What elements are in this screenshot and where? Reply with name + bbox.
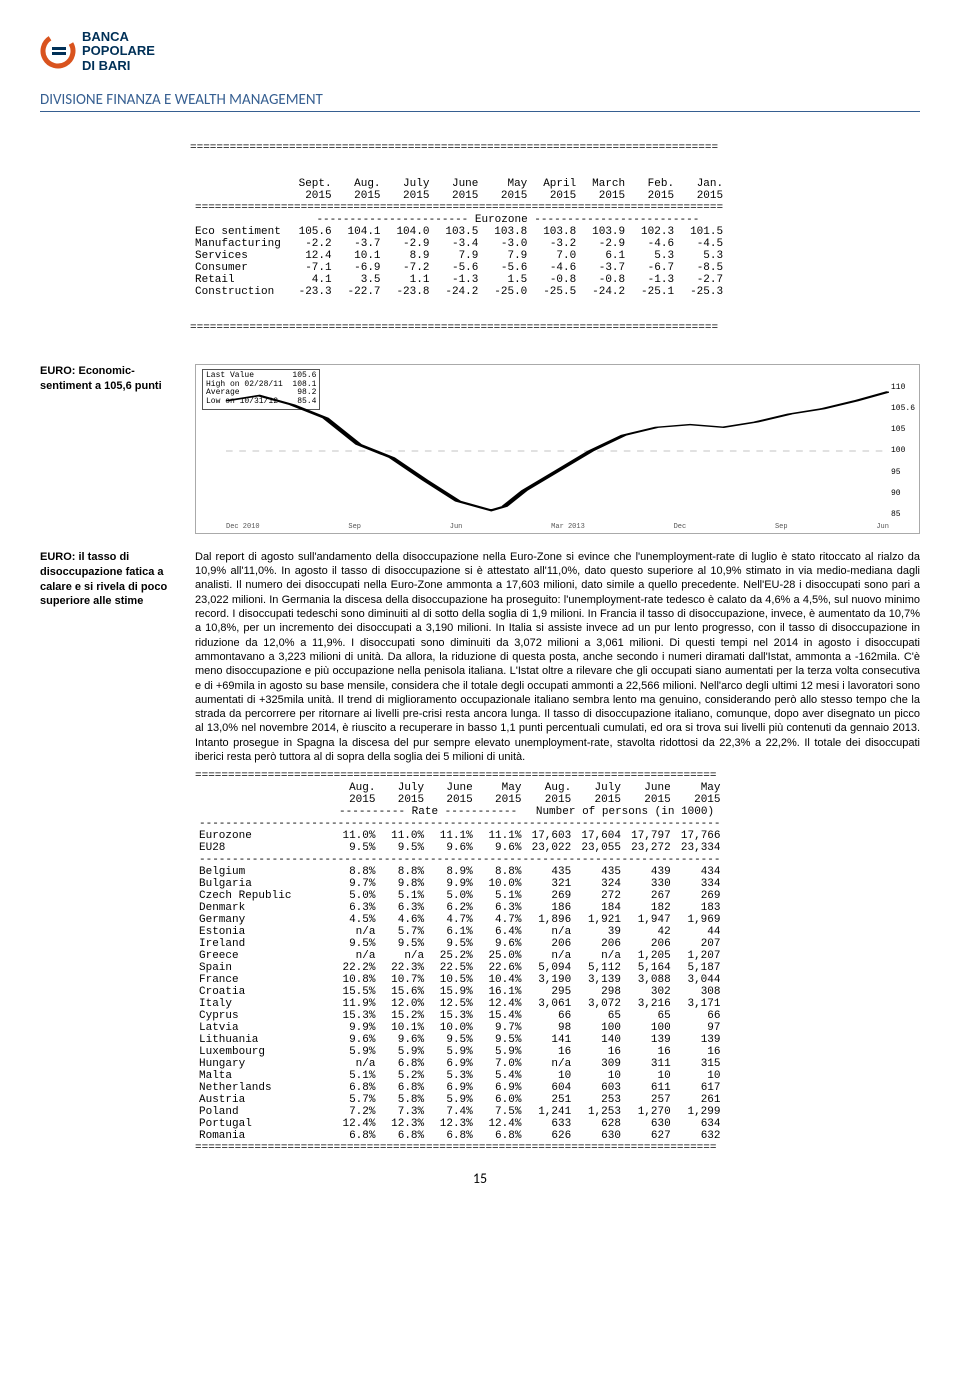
table-row: Construction-23.3-22.7-23.8-24.2-25.0-25…: [190, 286, 728, 298]
table-row: Estonian/a5.7%6.1%6.4%n/a394244: [195, 926, 725, 938]
table-row: Poland7.2%7.3%7.4%7.5%1,2411,2531,2701,2…: [195, 1106, 725, 1118]
table-row: Ireland9.5%9.5%9.5%9.6%206206206207: [195, 938, 725, 950]
table-row: Retail4.13.51.1-1.31.5-0.8-0.8-1.3-2.7: [190, 274, 728, 286]
logo-text-3: DI BARI: [82, 59, 155, 73]
table-row: Services12.410.18.97.97.97.06.15.35.3: [190, 250, 728, 262]
body-text: Dal report di agosto sull'andamento dell…: [195, 550, 920, 764]
table-row: Netherlands6.8%6.8%6.9%6.9%604603611617: [195, 1082, 725, 1094]
table-row: Croatia15.5%15.6%15.9%16.1%295298302308: [195, 986, 725, 998]
unemployment-table: ========================================…: [195, 770, 920, 1154]
table-row: Consumer-7.1-6.9-7.2-5.6-5.6-4.6-3.7-6.7…: [190, 262, 728, 274]
eurozone-sentiment-table: ========================================…: [190, 118, 920, 358]
table-row: Denmark6.3%6.3%6.2%6.3%186184182183: [195, 902, 725, 914]
table-row: Italy11.9%12.0%12.5%12.4%3,0613,0723,216…: [195, 998, 725, 1010]
table-row: Eco sentiment105.6104.1104.0103.5103.810…: [190, 226, 728, 238]
logo-text-1: BANCA: [82, 30, 155, 44]
sentiment-chart: Last Value 105.6High on 02/28/11 108.1Av…: [195, 364, 920, 534]
table-row: Lithuania9.6%9.6%9.5%9.5%141140139139: [195, 1034, 725, 1046]
sidebar-label-sentiment: EURO: Economic-sentiment a 105,6 punti: [40, 364, 185, 534]
logo-icon: [40, 33, 76, 69]
table-row: Portugal12.4%12.3%12.3%12.4%633628630634: [195, 1118, 725, 1130]
table-row: Romania6.8%6.8%6.8%6.8%626630627632: [195, 1130, 725, 1142]
table-row: EU289.5%9.5%9.6%9.6%23,02223,05523,27223…: [195, 842, 725, 854]
table-row: Latvia9.9%10.1%10.0%9.7%9810010097: [195, 1022, 725, 1034]
logo: BANCA POPOLARE DI BARI: [40, 30, 920, 73]
table-row: Manufacturing-2.2-3.7-2.9-3.4-3.0-3.2-2.…: [190, 238, 728, 250]
table-row: Bulgaria9.7%9.8%9.9%10.0%321324330334: [195, 878, 725, 890]
table-row: Belgium8.8%8.8%8.9%8.8%435435439434: [195, 866, 725, 878]
sidebar-label-unemployment: EURO: il tasso di disoccupazione fatica …: [40, 550, 185, 764]
table-row: Greecen/an/a25.2%25.0%n/an/a1,2051,207: [195, 950, 725, 962]
table-row: Czech Republic5.0%5.1%5.0%5.1%2692722672…: [195, 890, 725, 902]
division-title: DIVISIONE FINANZA E WEALTH MANAGEMENT: [40, 91, 920, 112]
table-row: Eurozone11.0%11.0%11.1%11.1%17,60317,604…: [195, 830, 725, 842]
table-row: Germany4.5%4.6%4.7%4.7%1,8961,9211,9471,…: [195, 914, 725, 926]
table-row: Malta5.1%5.2%5.3%5.4%10101010: [195, 1070, 725, 1082]
table-row: Spain22.2%22.3%22.5%22.6%5,0945,1125,164…: [195, 962, 725, 974]
table-row: Austria5.7%5.8%5.9%6.0%251253257261: [195, 1094, 725, 1106]
table-row: Luxembourg5.9%5.9%5.9%5.9%16161616: [195, 1046, 725, 1058]
table-row: Cyprus15.3%15.2%15.3%15.4%66656566: [195, 1010, 725, 1022]
table-row: France10.8%10.7%10.5%10.4%3,1903,1393,08…: [195, 974, 725, 986]
logo-text-2: POPOLARE: [82, 44, 155, 58]
table-row: Hungaryn/a6.8%6.9%7.0%n/a309311315: [195, 1058, 725, 1070]
page-number: 15: [40, 1170, 920, 1187]
